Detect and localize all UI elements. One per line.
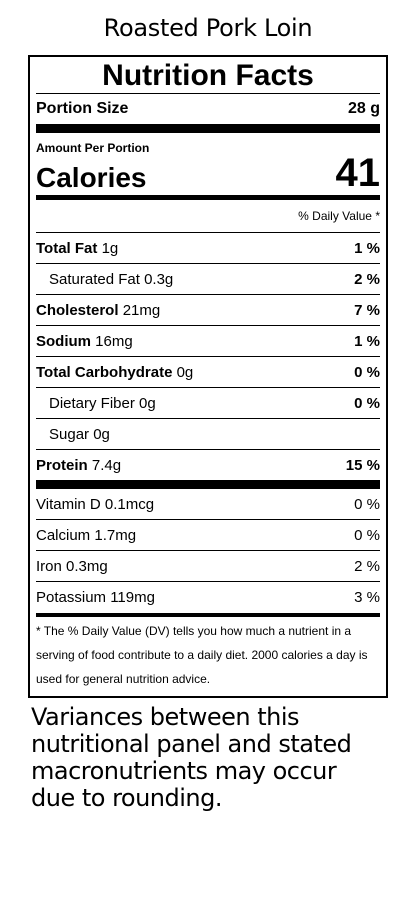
nutrient-row: Saturated Fat 0.3g 2 % <box>36 263 380 294</box>
daily-value: 2 % <box>354 270 380 288</box>
nutrient-amount: 16mg <box>95 332 133 350</box>
nutrient-row: Iron 0.3mg 2 % <box>36 550 380 581</box>
nutrient-amount: 0g <box>176 363 194 381</box>
daily-value: 2 % <box>354 557 380 575</box>
nutrient-row: Sodium 16mg 1 % <box>36 325 380 356</box>
nutrient-amount: 0.3g <box>144 270 174 288</box>
portion-row: Portion Size 28 g <box>36 94 380 124</box>
nutrient-cell: Sodium 16mg <box>36 333 133 350</box>
nutrient-name: Protein <box>36 456 88 474</box>
portion-value: 28 g <box>347 100 380 117</box>
nutrient-amount: 1g <box>101 239 119 257</box>
divider <box>36 613 380 617</box>
nutrient-row: Sugar 0g <box>36 418 380 449</box>
daily-value: 1 % <box>354 332 380 350</box>
nutrient-row: Vitamin D 0.1mcg 0 % <box>36 489 380 519</box>
divider <box>36 480 380 489</box>
disclaimer: Variances between this nutritional panel… <box>31 703 352 812</box>
nutrient-cell: Sugar 0g <box>36 426 110 443</box>
daily-value: 1 % <box>354 239 380 257</box>
daily-value-header: % Daily Value * <box>36 200 380 233</box>
nutrient-row: Cholesterol 21mg 7 % <box>36 294 380 325</box>
nutrient-cell: Potassium 119mg <box>36 589 155 606</box>
portion-label: Portion Size <box>36 100 129 117</box>
footnote: * The % Daily Value (DV) tells you how m… <box>36 624 368 686</box>
nutrient-row: Total Carbohydrate 0g 0 % <box>36 356 380 387</box>
nutrient-amount: 7.4g <box>91 456 122 474</box>
nutrient-row: Total Fat 1g 1 % <box>36 233 380 263</box>
nutrient-amount: 1.7mg <box>94 526 137 544</box>
vitamin-list: Vitamin D 0.1mcg 0 % Calcium 1.7mg 0 % Iron … <box>36 489 380 612</box>
food-title: Roasted Pork Loin <box>103 14 313 42</box>
nutrient-amount: 0g <box>93 425 110 443</box>
nutrient-name: Sugar <box>49 425 90 443</box>
nutrient-name: Vitamin D <box>36 495 101 513</box>
nutrient-amount: 0.3mg <box>66 557 108 575</box>
nutrient-cell: Calcium 1.7mg <box>36 527 136 544</box>
calories-value: 41 <box>335 151 381 195</box>
nutrient-row: Potassium 119mg 3 % <box>36 581 380 612</box>
daily-value: 7 % <box>354 301 380 319</box>
nutrient-cell: Vitamin D 0.1mcg <box>36 496 154 513</box>
label-heading: Nutrition Facts <box>36 57 380 94</box>
nutrient-cell: Total Carbohydrate 0g <box>36 364 193 381</box>
nutrient-cell: Cholesterol 21mg <box>36 302 160 319</box>
nutrient-cell: Dietary Fiber 0g <box>36 395 156 412</box>
daily-value: 15 % <box>345 456 380 474</box>
daily-value: 0 % <box>354 363 380 381</box>
nutrient-name: Iron <box>36 557 62 575</box>
nutrient-name: Potassium <box>36 588 107 606</box>
nutrient-row: Dietary Fiber 0g 0 % <box>36 387 380 418</box>
nutrient-name: Dietary Fiber <box>49 394 135 412</box>
nutrient-name: Total Carbohydrate <box>36 363 173 381</box>
nutrition-label: Nutrition Facts Portion Size 28 g Amount… <box>28 55 388 698</box>
divider <box>36 195 380 200</box>
nutrient-name: Sodium <box>36 332 91 350</box>
nutrient-amount: 0g <box>139 394 156 412</box>
daily-value: 0 % <box>354 495 380 513</box>
divider <box>36 124 380 133</box>
daily-value: 3 % <box>354 588 380 606</box>
nutrient-name: Total Fat <box>36 239 98 257</box>
nutrient-name: Cholesterol <box>36 301 119 319</box>
nutrient-amount: 0.1mcg <box>104 495 155 513</box>
nutrient-name: Saturated Fat <box>49 270 140 288</box>
nutrient-amount: 119mg <box>110 588 155 606</box>
daily-value: 0 % <box>354 526 380 544</box>
nutrient-cell: Protein 7.4g <box>36 457 121 474</box>
nutrient-amount: 21mg <box>122 301 161 319</box>
amount-per-portion: Amount Per Portion <box>36 141 150 155</box>
nutrient-list: Total Fat 1g 1 % Saturated Fat 0.3g 2 % Chol… <box>36 233 380 480</box>
nutrient-cell: Saturated Fat 0.3g <box>36 271 173 288</box>
nutrient-cell: Iron 0.3mg <box>36 558 108 575</box>
nutrient-cell: Total Fat 1g <box>36 240 118 257</box>
nutrient-name: Calcium <box>36 526 91 544</box>
daily-value: 0 % <box>354 394 380 412</box>
nutrient-row: Calcium 1.7mg 0 % <box>36 519 380 550</box>
nutrient-row: Protein 7.4g 15 % <box>36 449 380 480</box>
calories-label: Calories <box>36 162 147 193</box>
calories-row: Calories 41 <box>36 151 381 195</box>
